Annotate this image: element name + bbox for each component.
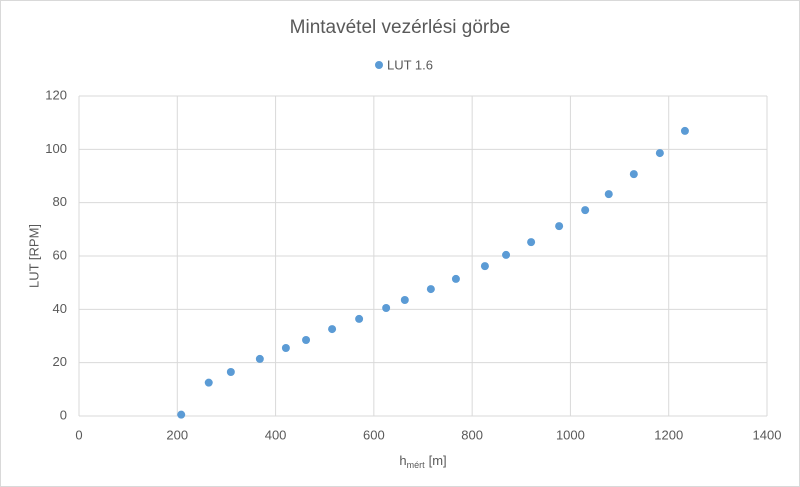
x-tick-label: 600 [363,427,385,442]
y-tick-label: 100 [45,141,67,156]
point [426,285,435,294]
point [355,314,364,323]
point [655,149,664,158]
point [281,344,290,352]
x-tick-label: 0 [75,427,82,442]
x-axis-label: hmért [m] [399,453,446,470]
y-tick-label: 20 [53,354,67,369]
point [555,222,564,231]
x-label-unit: [m] [429,453,447,468]
point [204,378,213,387]
point [328,325,337,334]
x-tick-label: 800 [461,427,483,442]
point [400,296,409,304]
y-axis-label: LUT [RPM] [26,224,41,288]
y-tick-label: 40 [53,301,67,316]
legend-label: LUT 1.6 [387,57,433,72]
point [177,410,186,419]
chart-title: Mintavétel vezérlési görbe [290,17,511,38]
legend-marker [375,61,383,69]
point [527,238,536,247]
point [255,354,264,363]
point [226,368,235,376]
point [629,170,638,179]
point [604,190,613,199]
y-tick-label: 0 [60,407,67,422]
x-tick-label: 400 [265,427,287,442]
point [680,126,689,135]
x-tick-label: 1400 [753,427,782,442]
x-tick-label: 200 [166,427,188,442]
point [581,206,590,215]
point [382,304,391,312]
point [480,262,489,271]
x-tick-label: 1200 [654,427,683,442]
point [502,250,511,259]
x-tick-label: 1000 [556,427,585,442]
y-tick-label: 120 [45,87,67,102]
y-tick-label: 80 [53,194,67,209]
x-label-sub: mért [407,460,425,470]
point [302,336,311,344]
y-tick-label: 60 [53,247,67,262]
point [451,274,460,283]
x-label-main: h [399,453,406,468]
